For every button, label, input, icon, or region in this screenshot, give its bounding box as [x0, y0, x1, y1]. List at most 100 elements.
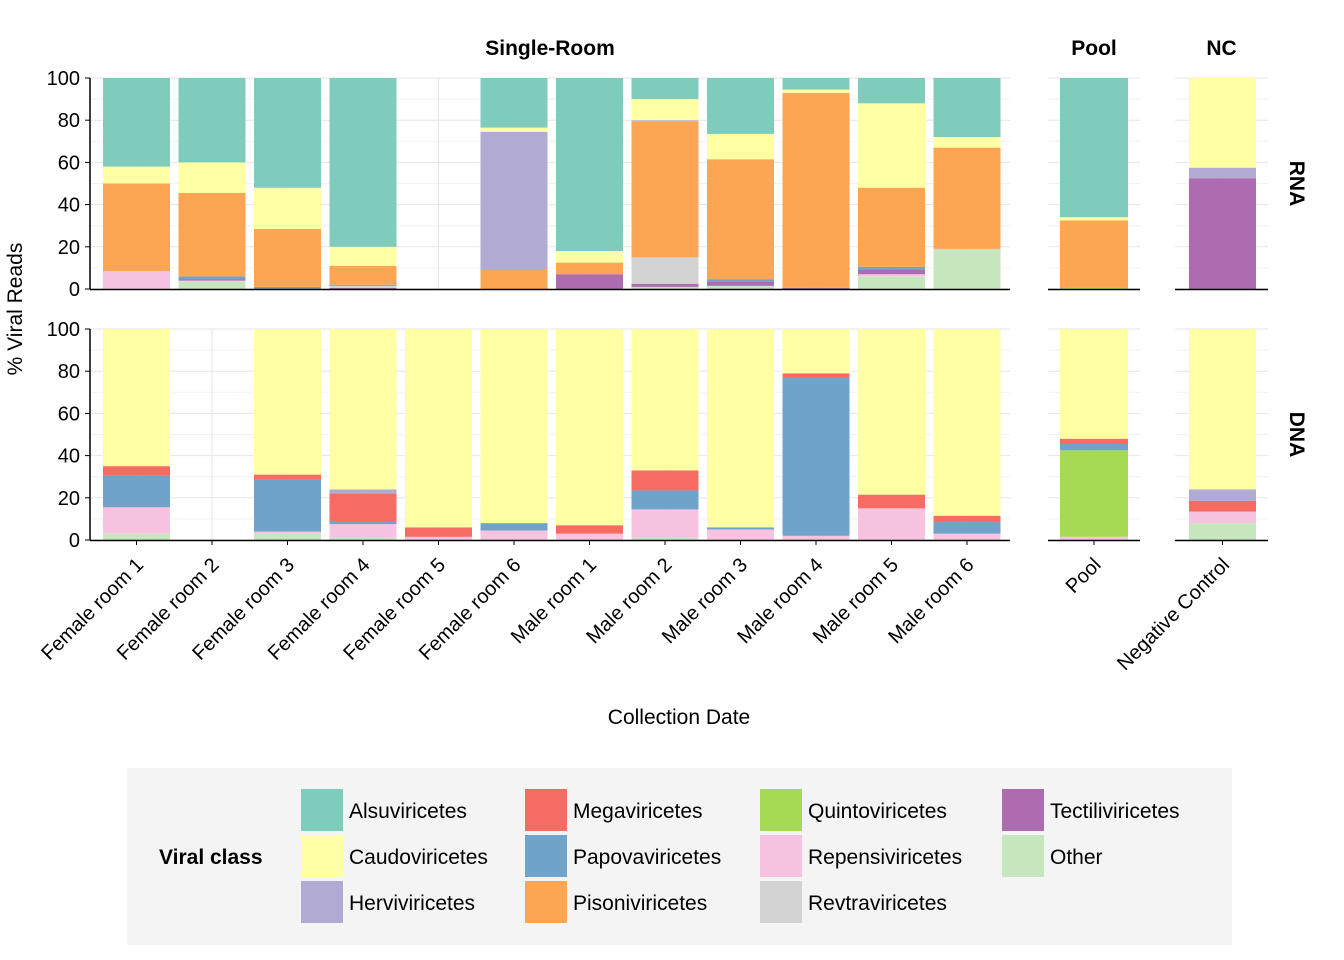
- bar-segment-rna-female-room-6-caudoviricetes: [480, 127, 548, 132]
- bar-segment-dna-male-room-6-caudoviricetes: [933, 329, 1001, 516]
- bar-segment-rna-pool-quintoviricetes: [1060, 287, 1128, 289]
- bar-segment-dna-male-room-4-caudoviricetes: [782, 329, 850, 374]
- panel-dna-single-room: [90, 328, 1010, 541]
- bar-segment-dna-male-room-2-other: [631, 537, 699, 540]
- bar-segment-rna-female-room-4-papovaviricetes: [329, 284, 397, 286]
- bar-segment-rna-male-room-3-papovaviricetes: [707, 279, 774, 282]
- bar-segment-rna-female-room-2-repensiviricetes: [178, 280, 246, 282]
- panel-rna-pool: [1048, 77, 1140, 290]
- legend-item-other: Other: [1002, 835, 1103, 877]
- bar-segment-rna-male-room-5-caudoviricetes: [858, 103, 925, 188]
- bar-segment-dna-female-room-1-papovaviricetes: [103, 475, 170, 508]
- facet-label-nc: NC: [1206, 37, 1236, 60]
- bar-segment-rna-female-room-4-alsuviricetes: [329, 78, 397, 247]
- bar-segment-dna-female-room-4-herviviricetes: [329, 489, 397, 494]
- legend-label-pisoniviricetes: Pisoniviricetes: [573, 892, 707, 915]
- legend-item-pisoniviricetes: Pisoniviricetes: [525, 881, 707, 923]
- legend-items: Alsuviricetes Caudoviricetes Herviviricete…: [301, 789, 1180, 923]
- bar-segment-dna-male-room-4-papovaviricetes: [782, 377, 850, 536]
- bar-segment-rna-male-room-4-tectiliviricetes: [782, 287, 850, 289]
- bar-segment-dna-male-room-2-caudoviricetes: [631, 329, 699, 471]
- bar-segment-dna-pool-papovaviricetes: [1060, 443, 1128, 451]
- bar-segment-rna-male-room-2-revtraviricetes: [631, 257, 699, 284]
- bar-segment-rna-female-room-2-tectiliviricetes: [178, 279, 246, 281]
- x-tick-label-negative-control: Negative Control: [1113, 554, 1234, 675]
- y-tick-label: 100: [47, 319, 80, 341]
- legend-swatch-papovaviricetes: [525, 835, 567, 877]
- bar-segment-rna-male-room-2-tectiliviricetes: [631, 283, 699, 287]
- chart-panels: [90, 77, 1268, 541]
- bar-segment-dna-male-room-6-papovaviricetes: [933, 522, 1001, 534]
- bar-segment-rna-male-room-3-alsuviricetes: [707, 78, 774, 134]
- bar-segment-rna-male-room-2-other: [631, 286, 699, 289]
- bar-segment-rna-female-room-3-papovaviricetes: [254, 286, 321, 289]
- legend-label-quintoviricetes: Quintoviricetes: [808, 800, 947, 823]
- bar-segment-rna-male-room-6-pisoniviricetes: [933, 147, 1001, 249]
- bar-segment-dna-female-room-1-caudoviricetes: [103, 329, 170, 467]
- panel-dna-nc: [1175, 328, 1268, 541]
- bar-segment-rna-male-room-5-papovaviricetes: [858, 266, 925, 271]
- bar-segment-rna-male-room-5-other: [858, 276, 925, 289]
- facet-label-single-room: Single-Room: [485, 37, 615, 60]
- bar-segment-rna-female-room-6-pisoniviricetes: [480, 268, 548, 289]
- bar-segment-dna-female-room-3-other: [254, 533, 321, 540]
- bar-segment-dna-female-room-5-caudoviricetes: [405, 329, 472, 528]
- bar-segment-dna-male-room-1-repensiviricetes: [556, 533, 623, 540]
- legend-label-revtraviricetes: Revtraviricetes: [808, 892, 947, 915]
- bar-segment-rna-pool-pisoniviricetes: [1060, 220, 1128, 288]
- bar-segment-rna-negative-control-tectiliviricetes: [1189, 178, 1256, 289]
- bar-segment-rna-female-room-4-caudoviricetes: [329, 246, 397, 266]
- bar-segment-rna-female-room-1-caudoviricetes: [103, 166, 170, 184]
- bar-segment-rna-male-room-2-caudoviricetes: [631, 99, 699, 121]
- legend-item-papovaviricetes: Papovaviricetes: [525, 835, 721, 877]
- facet-label-pool: Pool: [1071, 37, 1117, 60]
- x-tick-label-pool: Pool: [1062, 554, 1106, 598]
- bar-segment-rna-male-room-1-alsuviricetes: [556, 78, 623, 252]
- bar-segment-dna-pool-caudoviricetes: [1060, 329, 1128, 439]
- bar-segment-dna-female-room-4-papovaviricetes: [329, 521, 397, 525]
- bar-segment-rna-male-room-5-repensiviricetes: [858, 274, 925, 277]
- bar-segment-dna-female-room-4-megaviricetes: [329, 493, 397, 522]
- legend-label-tectiliviricetes: Tectiliviricetes: [1050, 800, 1180, 823]
- bar-segment-rna-male-room-6-caudoviricetes: [933, 137, 1001, 148]
- bar-segment-rna-male-room-4-pisoniviricetes: [782, 92, 850, 288]
- bar-segment-dna-female-room-3-repensiviricetes: [254, 531, 321, 534]
- bar-segment-dna-female-room-3-papovaviricetes: [254, 479, 321, 532]
- bar-segment-dna-male-room-2-megaviricetes: [631, 470, 699, 491]
- y-tick-label: 80: [58, 110, 80, 132]
- y-tick-label: 20: [58, 488, 80, 510]
- bar-segment-dna-negative-control-herviviricetes: [1189, 489, 1256, 501]
- y-tick-label: 60: [58, 152, 80, 174]
- bar-segment-rna-female-room-3-alsuviricetes: [254, 78, 321, 188]
- bar-segment-dna-negative-control-other: [1189, 523, 1256, 540]
- bar-segment-rna-negative-control-caudoviricetes: [1189, 78, 1256, 168]
- legend-swatch-quintoviricetes: [760, 789, 802, 831]
- bar-segment-rna-female-room-2-pisoniviricetes: [178, 192, 246, 277]
- y-tick-label: 80: [58, 361, 80, 383]
- bar-segment-rna-male-room-4-caudoviricetes: [782, 89, 850, 93]
- bar-segment-dna-male-room-3-repensiviricetes: [707, 529, 774, 540]
- legend-label-other: Other: [1050, 846, 1103, 869]
- y-tick-label: 60: [58, 403, 80, 425]
- bar-segment-rna-male-room-3-pisoniviricetes: [707, 159, 774, 280]
- facet-label-rna: RNA: [1285, 161, 1308, 207]
- bar-segment-dna-male-room-1-caudoviricetes: [556, 329, 623, 526]
- bar-segment-rna-male-room-2-pisoniviricetes: [631, 121, 699, 258]
- bar-segment-rna-female-room-4-tectiliviricetes: [329, 287, 397, 289]
- legend-swatch-megaviricetes: [525, 789, 567, 831]
- bar-segment-rna-male-room-3-tectiliviricetes: [707, 281, 774, 286]
- bar-segment-dna-male-room-2-papovaviricetes: [631, 490, 699, 510]
- bar-segment-rna-male-room-5-tectiliviricetes: [858, 270, 925, 275]
- bar-segment-rna-female-room-6-alsuviricetes: [480, 78, 548, 128]
- bar-segment-dna-female-room-3-megaviricetes: [254, 474, 321, 480]
- bar-segment-dna-female-room-3-caudoviricetes: [254, 329, 321, 475]
- bar-segment-dna-male-room-4-megaviricetes: [782, 373, 850, 378]
- y-tick-label: 0: [69, 279, 80, 301]
- bar-segment-rna-male-room-2-herviviricetes: [631, 120, 699, 122]
- bar-segment-rna-male-room-3-other: [707, 285, 774, 289]
- legend-item-herviviricetes: Herviviricetes: [301, 881, 475, 923]
- bar-segment-dna-male-room-2-repensiviricetes: [631, 509, 699, 538]
- legend: Viral class Alsuviricetes Caudoviricetes H…: [127, 768, 1232, 945]
- bar-segment-dna-pool-repensiviricetes: [1060, 536, 1128, 540]
